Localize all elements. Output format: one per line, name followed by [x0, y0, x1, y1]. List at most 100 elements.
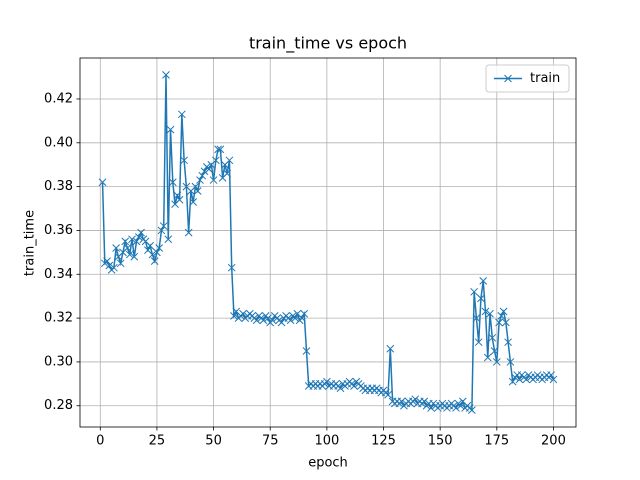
marker: [268, 316, 277, 325]
marker: [193, 187, 202, 195]
marker: [155, 244, 164, 252]
marker: [456, 401, 465, 410]
marker: [492, 358, 501, 366]
marker: [214, 145, 222, 154]
marker: [112, 244, 120, 252]
x-tick-label: 100: [314, 434, 339, 449]
marker: [499, 307, 508, 316]
marker: [137, 228, 145, 237]
marker: [128, 235, 136, 244]
marker: [110, 263, 118, 272]
marker: [205, 165, 213, 173]
marker: [211, 156, 220, 165]
marker: [191, 182, 200, 191]
legend: train: [485, 64, 570, 93]
x-tick-label: 75: [262, 434, 279, 449]
marker: [506, 358, 515, 366]
marker: [177, 110, 186, 119]
marker: [277, 318, 286, 327]
marker: [384, 390, 392, 399]
marker: [173, 191, 182, 200]
marker: [252, 316, 261, 325]
x-tick-label: 0: [96, 434, 104, 449]
marker: [162, 71, 170, 79]
marker: [490, 347, 499, 355]
marker: [336, 384, 345, 393]
marker: [481, 307, 490, 316]
marker: [166, 125, 175, 134]
y-axis-label: train_time: [23, 210, 38, 276]
marker: [216, 145, 225, 154]
marker: [468, 406, 476, 414]
marker: [300, 309, 309, 318]
marker: [483, 353, 492, 362]
marker: [479, 276, 488, 285]
marker: [125, 250, 134, 259]
marker: [549, 375, 558, 384]
legend-box: [485, 64, 570, 93]
marker: [180, 156, 188, 165]
marker: [504, 338, 512, 347]
y-tick-label: 0.28: [44, 398, 73, 413]
y-tick-label: 0.30: [44, 354, 73, 369]
marker: [230, 312, 238, 320]
x-axis-label: epoch: [308, 456, 348, 471]
marker: [196, 176, 204, 184]
marker: [497, 312, 506, 320]
x-tick-label: 50: [205, 434, 222, 449]
marker: [121, 237, 130, 246]
marker: [286, 316, 295, 325]
marker: [515, 375, 524, 384]
marker: [105, 261, 114, 270]
marker: [350, 382, 358, 390]
marker: [502, 318, 510, 327]
marker: [148, 250, 157, 259]
marker: [397, 397, 406, 406]
marker: [189, 198, 198, 206]
marker: [168, 178, 177, 187]
marker: [150, 257, 159, 265]
marker: [209, 176, 218, 184]
x-tick-label: 200: [541, 434, 566, 449]
marker: [157, 226, 166, 235]
x-tick-label: 175: [484, 434, 509, 449]
marker: [302, 347, 311, 355]
marker: [153, 248, 161, 257]
marker: [98, 178, 107, 187]
marker: [200, 167, 209, 176]
x-tick-label: 25: [149, 434, 166, 449]
marker: [223, 169, 232, 178]
marker: [123, 244, 132, 252]
marker: [386, 344, 395, 353]
marker: [472, 314, 481, 322]
marker: [259, 316, 268, 325]
marker: [164, 235, 173, 244]
marker: [323, 377, 331, 386]
marker: [477, 294, 485, 303]
y-tick-label: 0.36: [44, 223, 73, 238]
x-tick-label: 150: [428, 434, 453, 449]
marker: [134, 233, 143, 241]
y-tick-label: 0.34: [44, 267, 73, 282]
y-tick-label: 0.42: [44, 91, 73, 106]
marker: [298, 314, 306, 322]
chart-title: train_time vs epoch: [249, 34, 407, 54]
marker: [227, 263, 236, 272]
y-tick-label: 0.38: [44, 179, 73, 194]
marker: [264, 314, 272, 322]
marker: [547, 371, 556, 379]
marker: [130, 252, 139, 261]
y-tick-label: 0.32: [44, 311, 73, 326]
marker: [495, 318, 503, 327]
marker: [198, 171, 207, 180]
marker: [146, 241, 154, 250]
marker: [452, 404, 460, 412]
marker: [132, 237, 141, 246]
marker: [103, 257, 111, 265]
x-tick-label: 125: [371, 434, 396, 449]
marker: [420, 397, 429, 406]
marker: [291, 314, 299, 322]
marker: [486, 309, 494, 318]
marker: [470, 287, 479, 296]
